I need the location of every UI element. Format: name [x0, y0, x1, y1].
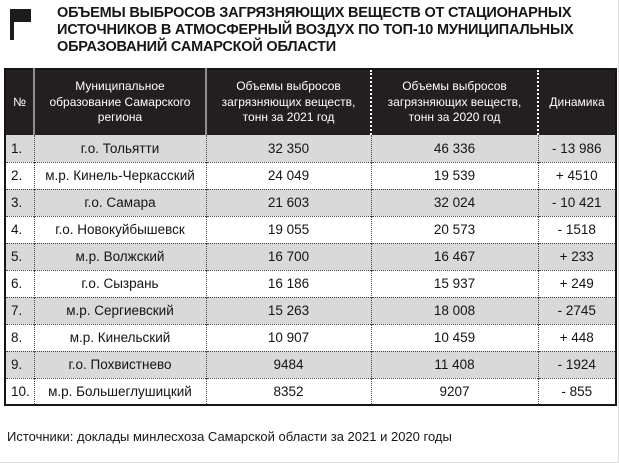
- emissions-2020-cell: 9207: [370, 377, 538, 405]
- row-number-cell: 1.: [11, 140, 23, 156]
- emissions-2021-cell: 24 049: [205, 161, 371, 189]
- emissions-2020-cell: 32 024: [370, 188, 538, 216]
- emissions-2021-cell: 16 186: [205, 269, 371, 297]
- municipality-cell: м.р. Волжский: [33, 242, 206, 270]
- emissions-2021-cell: 15 263: [205, 296, 371, 324]
- municipality-cell: г.о. Похвистнево: [33, 350, 206, 378]
- title-line: ОБЪЕМЫ ВЫБРОСОВ ЗАГРЯЗНЯЮЩИХ ВЕЩЕСТВ ОТ …: [57, 5, 572, 21]
- municipality-cell: м.р. Кинельский: [33, 323, 206, 351]
- emissions-2021-cell: 16 700: [205, 242, 371, 270]
- municipality-cell: г.о. Сызрань: [33, 269, 206, 297]
- flag-icon: [10, 9, 31, 40]
- emissions-2020-cell: 15 937: [370, 269, 538, 297]
- row-number-cell: 7.: [5, 296, 34, 324]
- emissions-2021-cell: 9484: [205, 350, 371, 378]
- table-row: 8. м.р. Кинельский 10 907 10 459 + 448: [5, 323, 616, 351]
- table-row: 3. г.о. Самара 21 603 32 024- 10 421: [5, 188, 616, 216]
- row-number-cell: 2.: [5, 161, 34, 189]
- row-number-cell: 9.: [5, 350, 34, 378]
- row-number-cell: 10.: [5, 377, 34, 405]
- emissions-2020-cell: 18 008: [370, 296, 538, 324]
- table-row: 6. г.о. Сызрань 16 186 15 937 + 249: [5, 269, 616, 297]
- municipality-cell: г.о. Новокуйбышевск: [33, 215, 206, 243]
- table-row: 9. г.о. Похвистнево 9484 11 408- 1924: [5, 350, 616, 378]
- title-line: ОБРАЗОВАНИЙ САМАРСКОЙ ОБЛАСТИ: [57, 38, 337, 55]
- source-note: Источники: доклады минлесхоза Самарской …: [7, 429, 452, 444]
- table-row: 4. г.о. Новокуйбышевск 19 055 20 573- 1518: [5, 215, 616, 243]
- emissions-2021-cell: 10 907: [205, 323, 371, 351]
- municipality-cell: г.о. Самара: [33, 188, 206, 216]
- emissions-2020-cell: 16 467: [370, 242, 538, 270]
- table-row: 5. м.р. Волжский 16 700 16 467 + 233: [5, 242, 616, 270]
- dynamics-cell: + 249: [537, 269, 616, 297]
- emissions-2020-cell: 20 573: [370, 215, 538, 243]
- dynamics-cell: - 1924: [537, 350, 616, 378]
- row-number-cell: 4.: [5, 215, 34, 243]
- table-header-row: № Муниципальное образование Самарского р…: [5, 69, 616, 135]
- table-row: 7. м.р. Сергиевский 15 263 18 008- 2745: [5, 296, 616, 324]
- col-header-municipality: Муниципальное образование Самарского рег…: [33, 69, 206, 135]
- dynamics-cell: + 4510: [537, 161, 616, 189]
- page-title: ОБЪЕМЫ ВЫБРОСОВ ЗАГРЯЗНЯЮЩИХ ВЕЩЕСТВ ОТ …: [57, 5, 574, 55]
- row-number-cell: 8.: [5, 323, 34, 351]
- municipality-cell: м.р. Кинель-Черкасский: [33, 161, 206, 189]
- municipality-cell: г.о. Тольятти: [33, 135, 206, 162]
- dynamics-cell: - 2745: [537, 296, 616, 324]
- municipality-cell: м.р. Сергиевский: [33, 296, 206, 324]
- dynamics-cell: - 13 986: [537, 135, 616, 162]
- dynamics-cell: - 10 421: [537, 188, 616, 216]
- col-header-2021: Объемы выбросов загрязняющих веществ, то…: [205, 69, 371, 135]
- emissions-2021-cell: 19 055: [205, 215, 371, 243]
- table-body: 1. г.о. Тольятти 32 350 46 336- 13 986 2. м.р…: [5, 135, 616, 405]
- dynamics-cell: + 448: [537, 323, 616, 351]
- emissions-2020-cell: 10 459: [370, 323, 538, 351]
- emissions-2020-cell: 19 539: [370, 161, 538, 189]
- emissions-table: № Муниципальное образование Самарского р…: [4, 68, 617, 406]
- emissions-2020-cell: 11 408: [370, 350, 538, 378]
- row-number-cell: 3.: [5, 188, 34, 216]
- emissions-2020-cell: 46 336: [370, 135, 538, 162]
- table-header: № Муниципальное образование Самарского р…: [5, 69, 616, 135]
- table-row: 2. м.р. Кинель-Черкасский 24 049 19 539 + 45…: [5, 161, 616, 189]
- dynamics-cell: - 1518: [537, 215, 616, 243]
- col-header-2020: Объемы выбросов загрязняющих веществ, то…: [370, 69, 538, 135]
- emissions-2021-cell: 32 350: [205, 135, 371, 162]
- col-header-dynamics: Динамика: [537, 69, 616, 135]
- municipality-cell: м.р. Большеглушицкий: [33, 377, 206, 405]
- table-row: 1. г.о. Тольятти 32 350 46 336- 13 986: [5, 135, 616, 162]
- title-line: ИСТОЧНИКОВ В АТМОСФЕРНЫЙ ВОЗДУХ ПО ТОП-1…: [57, 21, 574, 38]
- table-row: 10. м.р. Большеглушицкий 8352 9207- 855: [5, 377, 616, 405]
- dynamics-cell: + 233: [537, 242, 616, 270]
- row-number-cell: 5.: [5, 242, 34, 270]
- emissions-2021-cell: 8352: [205, 377, 371, 405]
- col-header-number: №: [5, 69, 34, 135]
- emissions-2021-cell: 21 603: [205, 188, 371, 216]
- dynamics-cell: - 855: [537, 377, 616, 405]
- row-number-cell: 6.: [5, 269, 34, 297]
